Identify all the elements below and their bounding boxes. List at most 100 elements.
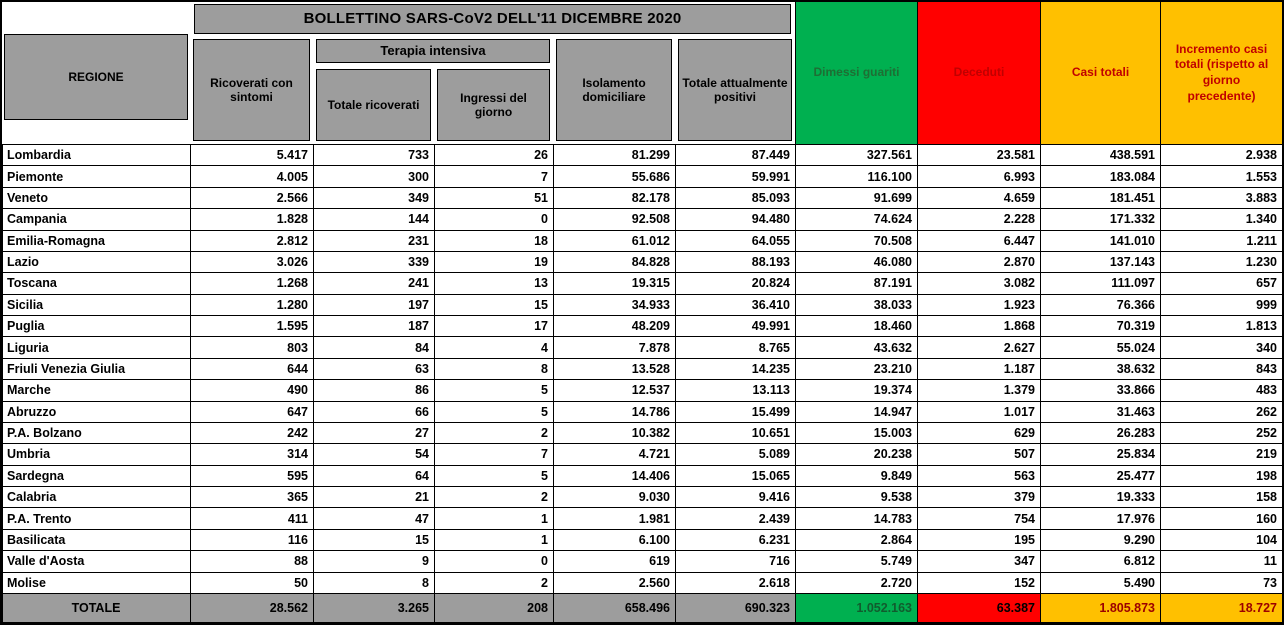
table-body-wrapper: Lombardia 5.417 733 26 81.299 87.449 327.561 23…	[2, 143, 1283, 623]
table-row: Molise 50 8 2 2.560 2.618 2.720 152 5.490 73	[2, 571, 1283, 594]
value-cell: 46.080	[795, 250, 918, 274]
value-cell: 48.209	[553, 314, 676, 338]
value-cell: 6.100	[553, 528, 676, 552]
value-cell: 507	[917, 443, 1041, 466]
value-cell: 198	[1160, 464, 1283, 488]
value-cell: 2.812	[190, 229, 314, 252]
value-cell: 55.686	[553, 165, 676, 188]
table-row: Veneto 2.566 349 51 82.178 85.093 91.699 4.659 1…	[2, 186, 1283, 210]
header-ingressi-label: Ingressi del giorno	[437, 69, 550, 141]
header-totale-ricoverati-label: Totale ricoverati	[316, 69, 431, 141]
value-cell: 490	[190, 379, 314, 402]
value-cell: 88.193	[675, 250, 796, 274]
value-cell: 13.113	[675, 379, 796, 402]
value-cell: 28.562	[190, 593, 314, 623]
value-cell: 160	[1160, 507, 1283, 530]
header-terapia-intensiva: Terapia intensiva	[313, 36, 553, 66]
value-cell: 15.065	[675, 464, 796, 488]
value-cell: 9.030	[553, 485, 676, 509]
value-cell: 2.870	[917, 250, 1041, 274]
value-cell: 84.828	[553, 250, 676, 274]
value-cell: 1.379	[917, 379, 1041, 402]
table-row: Calabria 365 21 2 9.030 9.416 9.538 379 19.333 15…	[2, 485, 1283, 509]
value-cell: 84	[313, 336, 435, 359]
data-table: Lombardia 5.417 733 26 81.299 87.449 327.561 23…	[2, 143, 1283, 623]
value-cell: 1.230	[1160, 250, 1283, 274]
value-cell: 379	[917, 485, 1041, 509]
value-cell: 5	[434, 379, 554, 402]
value-cell: 1.595	[190, 314, 314, 338]
table-row: Lazio 3.026 339 19 84.828 88.193 46.080 2.870 13…	[2, 250, 1283, 274]
value-cell: 20.824	[675, 272, 796, 295]
value-cell: 5	[434, 400, 554, 423]
header-totale-ricoverati: Totale ricoverati	[313, 66, 434, 144]
value-cell: 63	[313, 357, 435, 381]
value-cell: 6.993	[917, 165, 1041, 188]
value-cell: 64	[313, 464, 435, 488]
totale-row: TOTALE 28.562 3.265 208 658.496 690.323 1.052.…	[2, 593, 1283, 623]
region-cell: Marche	[2, 379, 191, 402]
header-dimessi-guariti: Dimessi guariti	[795, 2, 917, 144]
value-cell: 36.410	[675, 293, 796, 317]
region-cell: Umbria	[2, 443, 191, 466]
value-cell: 2.439	[675, 507, 796, 530]
value-cell: 25.477	[1040, 464, 1161, 488]
value-cell: 25.834	[1040, 443, 1161, 466]
value-cell: 19.315	[553, 272, 676, 295]
value-cell: 23.210	[795, 357, 918, 381]
table-row: Puglia 1.595 187 17 48.209 49.991 18.460 1.868 7…	[2, 314, 1283, 338]
value-cell: 2.720	[795, 571, 918, 594]
value-cell: 7	[434, 165, 554, 188]
value-cell: 4.005	[190, 165, 314, 188]
value-cell: 1.340	[1160, 208, 1283, 231]
value-cell: 619	[553, 550, 676, 573]
bulletin-title: BOLLETTINO SARS-CoV2 DELL'11 DICEMBRE 20…	[190, 2, 795, 36]
value-cell: 15.003	[795, 421, 918, 445]
table-body: Lombardia 5.417 733 26 81.299 87.449 327.561 23…	[2, 143, 1283, 623]
value-cell: 34.933	[553, 293, 676, 317]
value-cell: 11	[1160, 550, 1283, 573]
value-cell: 1.268	[190, 272, 314, 295]
value-cell: 2.566	[190, 186, 314, 210]
value-cell: 2	[434, 485, 554, 509]
region-cell: Puglia	[2, 314, 191, 338]
header-regione: REGIONE	[2, 2, 190, 144]
value-cell: 9	[313, 550, 435, 573]
value-cell: 73	[1160, 571, 1283, 594]
value-cell: 82.178	[553, 186, 676, 210]
value-cell: 733	[313, 143, 435, 167]
value-cell: 19	[434, 250, 554, 274]
value-cell: 1.211	[1160, 229, 1283, 252]
value-cell: 141.010	[1040, 229, 1161, 252]
value-cell: 183.084	[1040, 165, 1161, 188]
value-cell: 644	[190, 357, 314, 381]
value-cell: 1.052.163	[795, 593, 918, 623]
table-row: Marche 490 86 5 12.537 13.113 19.374 1.379 33.86…	[2, 379, 1283, 402]
value-cell: 4.721	[553, 443, 676, 466]
value-cell: 647	[190, 400, 314, 423]
value-cell: 12.537	[553, 379, 676, 402]
value-cell: 7	[434, 443, 554, 466]
value-cell: 999	[1160, 293, 1283, 317]
value-cell: 144	[313, 208, 435, 231]
value-cell: 219	[1160, 443, 1283, 466]
value-cell: 300	[313, 165, 435, 188]
value-cell: 1.813	[1160, 314, 1283, 338]
value-cell: 20.238	[795, 443, 918, 466]
value-cell: 9.849	[795, 464, 918, 488]
value-cell: 63.387	[917, 593, 1041, 623]
value-cell: 803	[190, 336, 314, 359]
value-cell: 15	[313, 528, 435, 552]
value-cell: 66	[313, 400, 435, 423]
value-cell: 690.323	[675, 593, 796, 623]
region-cell: Sicilia	[2, 293, 191, 317]
value-cell: 0	[434, 550, 554, 573]
value-cell: 5.490	[1040, 571, 1161, 594]
header-totale-attualmente-positivi: Totale attualmente positivi	[675, 36, 795, 144]
value-cell: 152	[917, 571, 1041, 594]
value-cell: 2	[434, 571, 554, 594]
value-cell: 87.191	[795, 272, 918, 295]
value-cell: 483	[1160, 379, 1283, 402]
region-cell: Sardegna	[2, 464, 191, 488]
